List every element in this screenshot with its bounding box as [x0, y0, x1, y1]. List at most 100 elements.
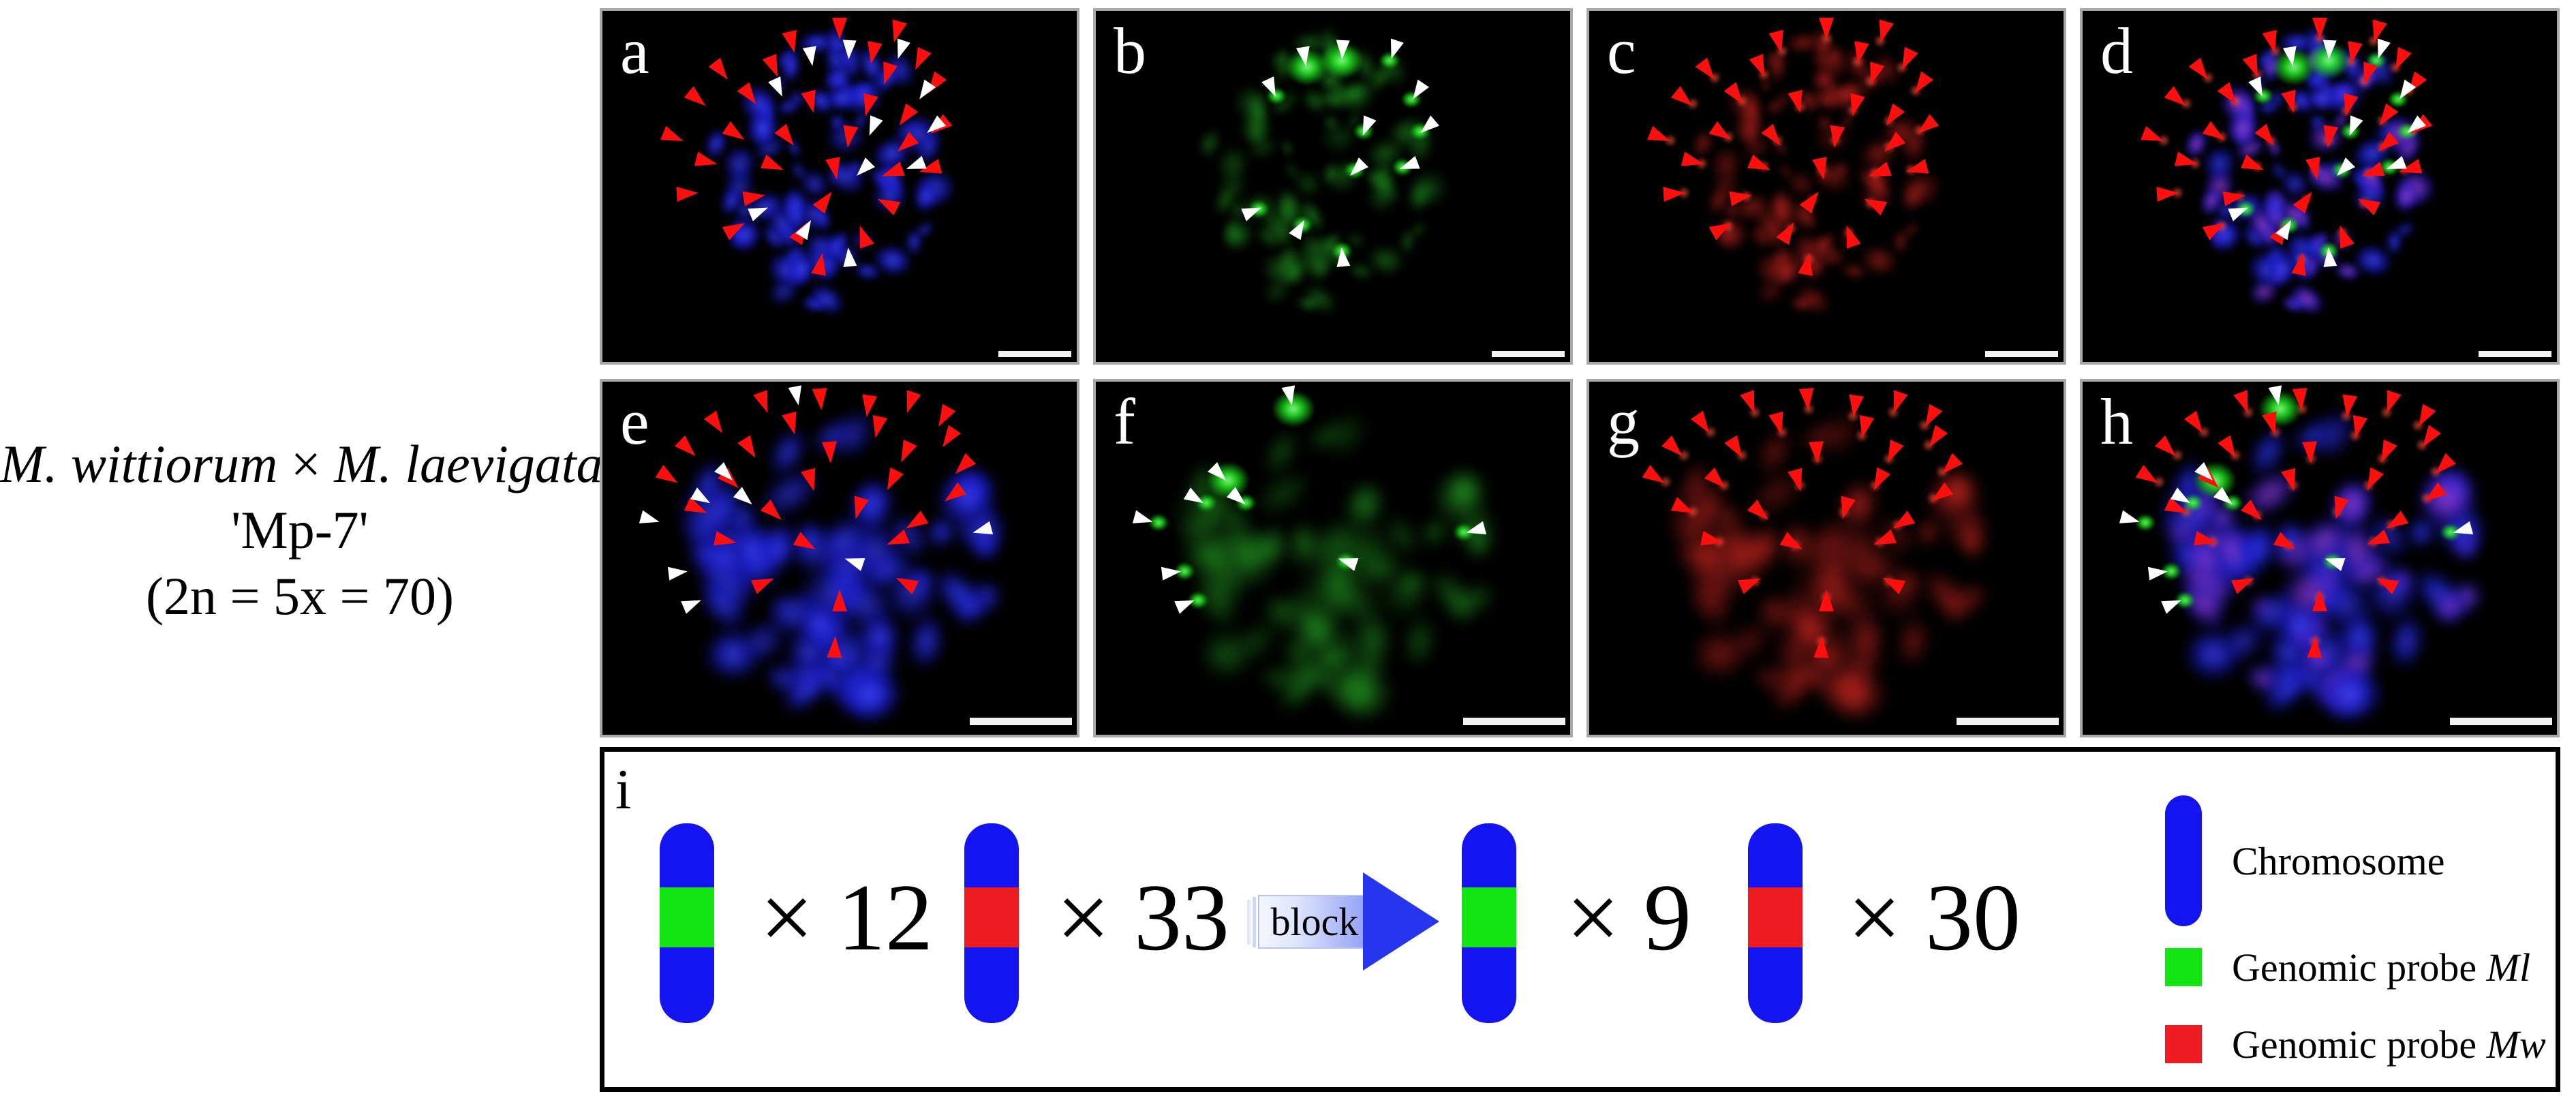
green-signal	[2161, 562, 2182, 580]
red-signal	[2295, 252, 2309, 266]
block-arrow-label: block	[1270, 900, 1359, 944]
red-arrowhead-mw-signal	[2312, 590, 2327, 612]
red-signal	[2157, 133, 2171, 147]
red-signal	[2357, 196, 2372, 210]
micrograph-panel-c: c	[1586, 8, 2066, 365]
red-signal	[2303, 451, 2318, 466]
red-signal	[2429, 465, 2443, 479]
chromosome-ideogram-green	[660, 823, 714, 1023]
red-signal	[1694, 156, 1708, 170]
red-signal	[2170, 448, 2184, 463]
red-arrowhead-mw-signal	[1809, 440, 1826, 464]
red-signal	[2380, 405, 2394, 419]
red-signal	[2340, 408, 2354, 423]
specimen-caption: M. wittiorum × M. laevigata 'Mp-7' (2n =…	[0, 431, 603, 629]
red-signal	[1882, 113, 1896, 127]
white-arrowhead-ml-signal	[841, 246, 857, 267]
red-signal	[1882, 575, 1896, 589]
red-signal	[1895, 61, 1910, 75]
scale-bar	[1492, 351, 1565, 357]
micrograph-panel-e: e	[600, 379, 1079, 737]
green-signal	[1410, 123, 1431, 140]
red-signal	[1748, 405, 1762, 419]
micrograph-panel-g: g	[1586, 379, 2066, 737]
chromosome-spread-image	[602, 11, 1077, 362]
chromosome-spread-image	[1096, 11, 1570, 362]
red-signal	[1739, 189, 1753, 204]
block-arrow-body: block	[1258, 895, 1364, 949]
red-signal	[2361, 166, 2376, 181]
legend-row-probe-ml: Genomic probe Ml	[2165, 945, 2531, 990]
specimen-ploidy: (2n = 5x = 70)	[146, 566, 454, 626]
green-signal	[2235, 200, 2256, 218]
red-signal	[1717, 478, 1731, 492]
red-signal	[2366, 34, 2380, 48]
red-signal	[1734, 448, 1749, 463]
red-signal	[2170, 186, 2184, 200]
red-signal	[2241, 575, 2256, 589]
red-signal	[1663, 133, 1678, 147]
red-arrowhead-mw-signal	[840, 125, 859, 149]
specimen-accession: 'Mp-7'	[231, 500, 369, 560]
chromosome-blob	[803, 277, 850, 322]
red-arrowhead-mw-signal	[676, 185, 699, 202]
scale-bar	[2479, 351, 2551, 357]
green-signal	[1379, 51, 1400, 70]
red-signal	[2340, 104, 2354, 118]
green-signal	[2193, 461, 2237, 499]
red-signal	[2250, 508, 2265, 522]
chromosome-spread-image	[602, 382, 1077, 735]
red-signal	[1820, 591, 1833, 605]
scale-bar	[970, 718, 1072, 725]
count-mw-before: × 33	[1056, 865, 1229, 971]
green-signal	[2388, 90, 2409, 108]
red-arrowhead-mw-signal	[2302, 440, 2319, 464]
green-signal	[1206, 461, 1251, 499]
green-signal	[1248, 200, 1270, 218]
red-signal	[1922, 438, 1936, 453]
red-signal	[1846, 104, 1860, 118]
red-signal	[1792, 100, 1807, 115]
red-signal	[1685, 504, 1700, 519]
panel-label: b	[1114, 14, 1146, 87]
red-signal	[1927, 491, 1941, 506]
red-signal	[2228, 448, 2242, 463]
green-signal	[1336, 553, 1357, 570]
red-signal	[1864, 196, 1878, 210]
chromosome-spread-image	[2083, 11, 2557, 362]
chromosome-blob	[1276, 191, 1300, 220]
green-signal	[1196, 494, 1217, 512]
red-signal	[1708, 70, 1722, 85]
green-signal	[1148, 513, 1169, 532]
scale-bar	[1463, 718, 1565, 725]
legend-row-chromosome: Chromosome	[2165, 793, 2445, 929]
red-arrowhead-mw-signal	[2320, 125, 2339, 149]
red-signal	[2420, 491, 2434, 506]
red-signal	[1873, 534, 1887, 549]
red-arrowhead-mw-signal	[832, 17, 847, 40]
legend-label: Genomic probe Ml	[2232, 945, 2531, 990]
red-signal	[1775, 44, 1789, 59]
green-signal	[2174, 592, 2195, 609]
panel-label: h	[2100, 385, 2133, 458]
red-signal	[1837, 504, 1852, 519]
red-signal	[2250, 159, 2265, 174]
green-signal	[2397, 123, 2418, 140]
red-signal	[1913, 123, 1927, 138]
white-arrowhead-ml-signal	[2148, 564, 2169, 581]
block-arrow: block	[1247, 872, 1439, 971]
red-signal	[2282, 538, 2296, 552]
green-signal	[1319, 42, 1364, 79]
panel-label: i	[615, 758, 632, 821]
white-arrowhead-ml-signal	[668, 564, 689, 581]
red-signal	[1846, 408, 1860, 423]
probe-band-red	[1748, 887, 1803, 947]
legend-label: Chromosome	[2232, 838, 2445, 883]
red-signal	[2215, 219, 2229, 233]
red-signal	[1890, 518, 1905, 532]
red-signal	[2384, 518, 2398, 532]
red-signal	[1841, 226, 1856, 240]
red-signal	[2201, 70, 2215, 85]
red-arrowhead-mw-signal	[1819, 17, 1834, 40]
legend-swatch-green-probe	[2165, 948, 2202, 986]
